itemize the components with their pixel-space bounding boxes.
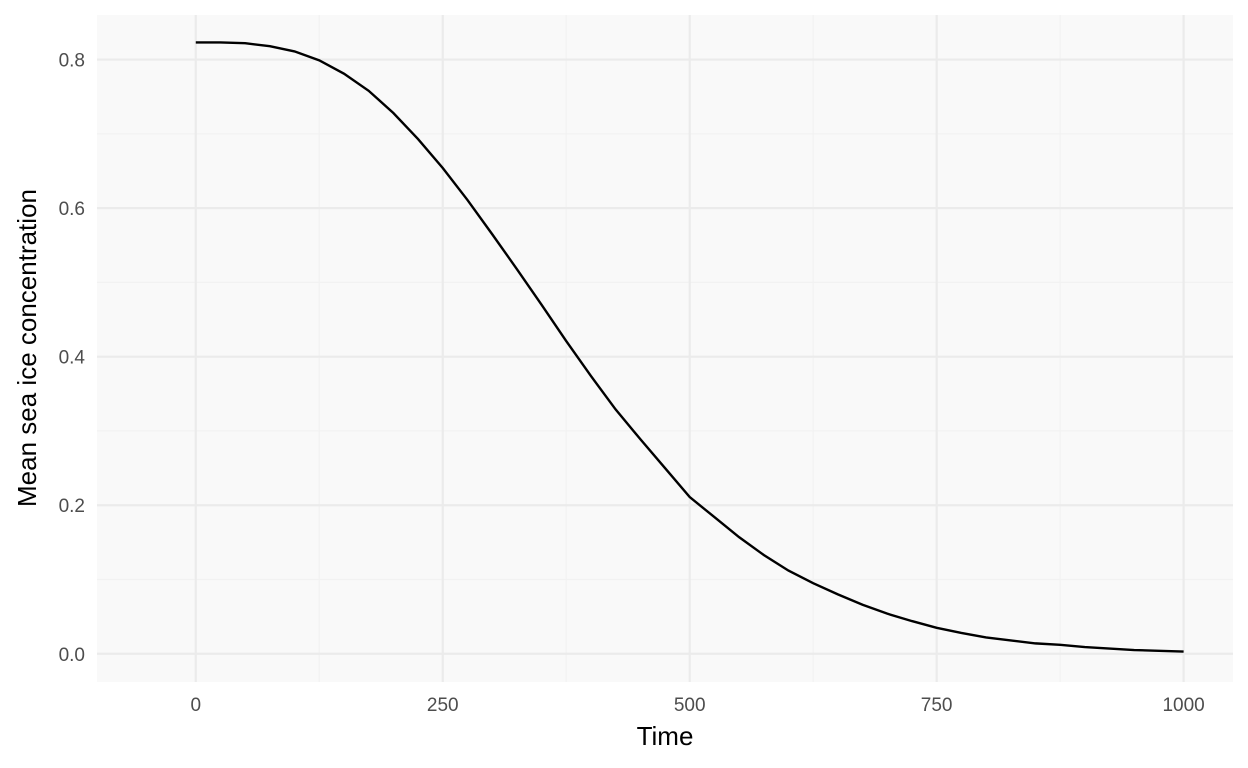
y-tick-label: 0.0 (59, 645, 85, 666)
series-line (195, 41, 1184, 653)
y-tick-label: 0.4 (59, 348, 86, 369)
x-axis-tick-labels: 0 250 500 750 1000 (190, 695, 1204, 716)
x-tick-label: 500 (674, 695, 706, 716)
y-axis-tick-labels: 0.0 0.2 0.4 0.6 0.8 (59, 51, 86, 666)
x-tick-label: 750 (921, 695, 953, 716)
y-tick-label: 0.2 (59, 496, 85, 517)
x-tick-label: 250 (427, 695, 459, 716)
y-axis-title: Mean sea ice concentration (12, 189, 42, 507)
y-tick-label: 0.6 (59, 199, 85, 220)
x-tick-label: 1000 (1162, 695, 1204, 716)
x-axis-title: Time (637, 721, 694, 751)
major-gridlines (97, 15, 1233, 682)
x-tick-label: 0 (190, 695, 201, 716)
plot-panel (97, 15, 1233, 682)
minor-gridlines (97, 15, 1233, 682)
y-tick-label: 0.8 (59, 51, 85, 72)
